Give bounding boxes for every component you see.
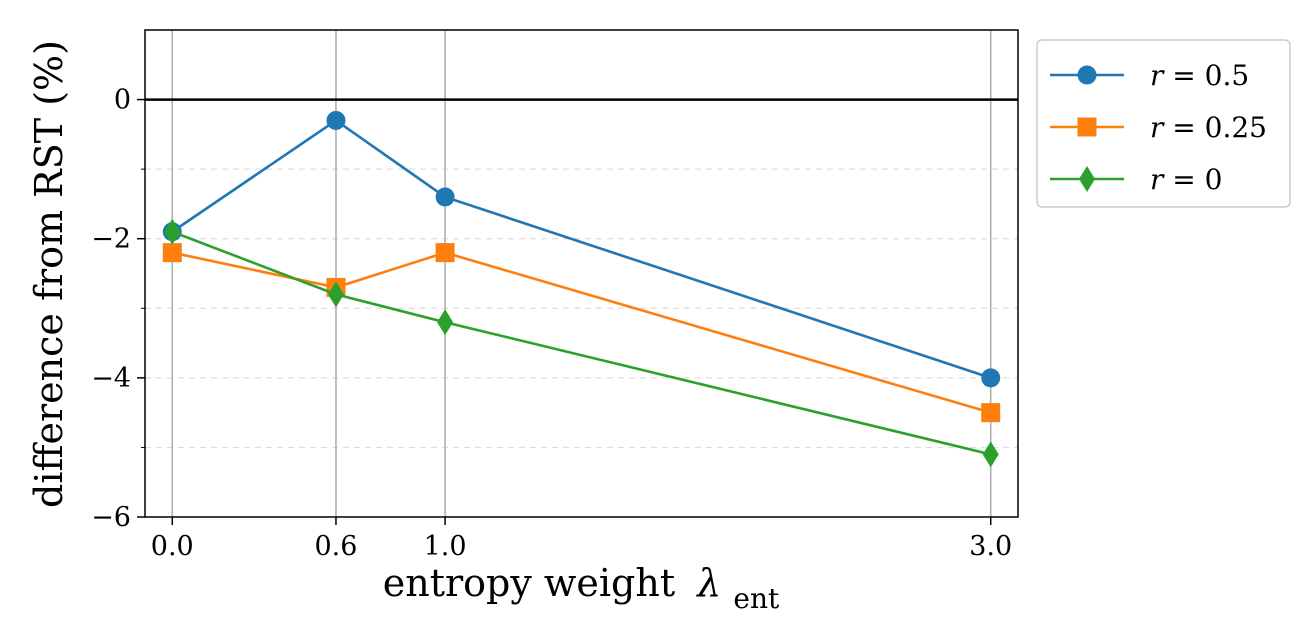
x-axis-ticks: 0.0 0.6 1.0 3.0 bbox=[151, 517, 1012, 562]
legend-item-0: r = 0.5 bbox=[1050, 59, 1249, 92]
legend-label: r = 0.5 bbox=[1150, 59, 1249, 92]
y-tick-label: −4 bbox=[91, 363, 131, 394]
x-tick-label: 1.0 bbox=[424, 531, 467, 562]
x-tick-label: 0.6 bbox=[314, 531, 357, 562]
diamond-marker bbox=[982, 441, 999, 468]
diamond-marker bbox=[437, 309, 454, 336]
legend-item-1: r = 0.25 bbox=[1050, 111, 1267, 144]
series-1 bbox=[162, 243, 1001, 423]
plot-frame bbox=[144, 29, 1019, 518]
diamond-marker bbox=[1079, 166, 1095, 192]
series-2 bbox=[164, 218, 999, 468]
y-tick-label: −6 bbox=[91, 502, 131, 533]
series-line bbox=[171, 230, 992, 456]
series-line bbox=[171, 118, 992, 380]
y-tick-label: 0 bbox=[114, 85, 131, 116]
diamond-marker bbox=[164, 218, 181, 245]
x-tick-label: 0.0 bbox=[151, 531, 194, 562]
square-marker bbox=[162, 243, 182, 263]
circle-marker bbox=[326, 110, 346, 130]
square-marker bbox=[981, 403, 1001, 423]
x-tick-label: 3.0 bbox=[969, 531, 1012, 562]
diamond-marker bbox=[327, 281, 344, 308]
circle-marker bbox=[981, 368, 1001, 388]
series-group bbox=[162, 110, 1001, 468]
legend-item-2: r = 0 bbox=[1050, 163, 1222, 196]
circle-marker bbox=[435, 187, 455, 207]
x-axis-label-text: entropy weight bbox=[383, 561, 675, 605]
legend: r = 0.5 r = 0.25 r = 0 bbox=[1036, 39, 1291, 208]
y-axis-ticks: 0 −2 −4 −6 bbox=[91, 85, 145, 533]
square-marker bbox=[435, 243, 455, 263]
y-tick-label: −2 bbox=[91, 224, 131, 255]
legend-box bbox=[1036, 39, 1291, 208]
x-axis-label-subscript: ent bbox=[733, 582, 780, 615]
y-axis-label: difference from RST (%) bbox=[27, 40, 71, 508]
square-marker bbox=[1077, 117, 1097, 137]
x-axis-label-symbol: λ bbox=[695, 561, 721, 605]
legend-label: r = 0.25 bbox=[1150, 111, 1267, 144]
x-axis-label: entropy weight λ ent bbox=[383, 561, 780, 615]
legend-label: r = 0 bbox=[1150, 163, 1222, 196]
circle-marker bbox=[1077, 65, 1097, 85]
series-line bbox=[172, 251, 992, 414]
series-0 bbox=[162, 110, 1001, 388]
